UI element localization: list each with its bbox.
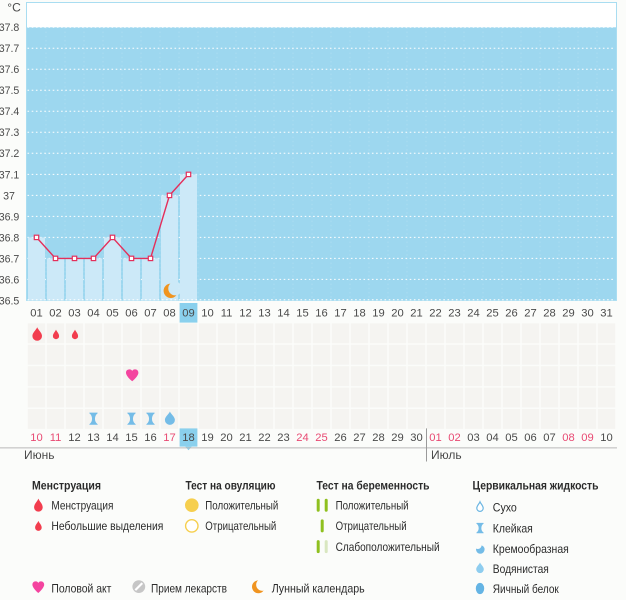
svg-text:17: 17	[334, 308, 346, 320]
svg-text:12: 12	[239, 308, 251, 320]
svg-text:09: 09	[182, 308, 194, 320]
svg-text:25: 25	[315, 432, 327, 444]
svg-text:27: 27	[524, 308, 536, 320]
svg-text:06: 06	[125, 308, 137, 320]
svg-text:13: 13	[258, 308, 270, 320]
svg-text:37.8: 37.8	[0, 22, 19, 34]
svg-text:37.3: 37.3	[0, 127, 19, 139]
svg-text:07: 07	[543, 432, 555, 444]
svg-text:08: 08	[562, 432, 574, 444]
svg-text:18: 18	[182, 432, 194, 444]
svg-text:30: 30	[410, 432, 422, 444]
svg-text:10: 10	[600, 432, 612, 444]
svg-text:Отрицательный: Отрицательный	[205, 519, 276, 533]
svg-text:22: 22	[258, 432, 270, 444]
svg-text:37.1: 37.1	[0, 169, 19, 181]
svg-text:24: 24	[296, 432, 308, 444]
svg-text:Июль: Июль	[431, 448, 462, 462]
svg-text:01: 01	[429, 432, 441, 444]
svg-text:26: 26	[334, 432, 346, 444]
svg-text:29: 29	[562, 308, 574, 320]
svg-text:36.6: 36.6	[0, 274, 19, 286]
svg-text:Яичный белок: Яичный белок	[493, 582, 560, 595]
svg-text:08: 08	[163, 308, 175, 320]
svg-text:24: 24	[467, 308, 479, 320]
svg-text:16: 16	[315, 308, 327, 320]
svg-text:Менструация: Менструация	[51, 499, 113, 513]
svg-text:21: 21	[239, 432, 251, 444]
svg-text:18: 18	[353, 308, 365, 320]
svg-text:29: 29	[391, 432, 403, 444]
svg-text:Тест на овуляцию: Тест на овуляцию	[186, 479, 276, 493]
svg-text:11: 11	[221, 308, 233, 320]
svg-text:11: 11	[50, 432, 62, 444]
svg-text:37.7: 37.7	[0, 43, 19, 55]
svg-text:37.2: 37.2	[0, 148, 19, 160]
svg-text:01: 01	[30, 308, 42, 320]
svg-text:37: 37	[3, 190, 15, 202]
svg-text:03: 03	[68, 308, 80, 320]
svg-text:21: 21	[410, 308, 422, 320]
svg-text:36.5: 36.5	[0, 295, 19, 307]
svg-text:36.9: 36.9	[0, 211, 19, 223]
svg-text:Половой акт: Половой акт	[51, 581, 111, 595]
svg-text:Июнь: Июнь	[24, 448, 55, 462]
svg-text:13: 13	[87, 432, 99, 444]
svg-text:31: 31	[600, 308, 612, 320]
svg-text:10: 10	[201, 308, 213, 320]
svg-text:Клейкая: Клейкая	[493, 521, 533, 535]
svg-text:Сухо: Сухо	[493, 501, 517, 515]
svg-text:Менструация: Менструация	[32, 479, 101, 493]
svg-text:15: 15	[125, 432, 137, 444]
svg-text:Водянистая: Водянистая	[493, 562, 549, 576]
svg-text:12: 12	[68, 432, 80, 444]
svg-text:Положительный: Положительный	[336, 499, 409, 513]
svg-text:14: 14	[106, 432, 118, 444]
svg-text:09: 09	[581, 432, 593, 444]
svg-text:Кремообразная: Кремообразная	[493, 542, 569, 556]
svg-text:19: 19	[372, 308, 384, 320]
svg-text:16: 16	[144, 432, 156, 444]
svg-text:06: 06	[524, 432, 536, 444]
svg-text:04: 04	[486, 432, 498, 444]
svg-text:36.7: 36.7	[0, 253, 19, 265]
svg-text:15: 15	[296, 308, 308, 320]
svg-text:20: 20	[220, 432, 232, 444]
svg-text:°C: °C	[7, 1, 21, 15]
svg-text:Небольшие выделения: Небольшие выделения	[51, 519, 163, 533]
svg-text:37.4: 37.4	[0, 106, 19, 118]
svg-text:23: 23	[448, 308, 460, 320]
svg-text:30: 30	[581, 308, 593, 320]
svg-text:17: 17	[163, 432, 175, 444]
svg-text:37.5: 37.5	[0, 85, 19, 97]
svg-text:07: 07	[144, 308, 156, 320]
svg-text:26: 26	[505, 308, 517, 320]
svg-text:Слабоположительный: Слабоположительный	[336, 540, 440, 554]
svg-text:Отрицательный: Отрицательный	[336, 519, 407, 533]
svg-text:Лунный календарь: Лунный календарь	[272, 581, 365, 595]
svg-text:03: 03	[467, 432, 479, 444]
svg-text:25: 25	[486, 308, 498, 320]
svg-text:04: 04	[87, 308, 99, 320]
svg-text:14: 14	[277, 308, 289, 320]
svg-text:Положительный: Положительный	[205, 499, 278, 513]
svg-text:Прием лекарств: Прием лекарств	[151, 581, 227, 595]
svg-text:19: 19	[201, 432, 213, 444]
svg-text:05: 05	[106, 308, 118, 320]
svg-text:37.6: 37.6	[0, 64, 19, 76]
svg-text:23: 23	[277, 432, 289, 444]
svg-text:36.8: 36.8	[0, 232, 19, 244]
svg-text:22: 22	[429, 308, 441, 320]
svg-text:27: 27	[353, 432, 365, 444]
svg-text:10: 10	[30, 432, 42, 444]
svg-text:Цервикальная жидкость: Цервикальная жидкость	[473, 479, 599, 493]
svg-text:20: 20	[391, 308, 403, 320]
svg-text:02: 02	[49, 308, 61, 320]
svg-text:05: 05	[505, 432, 517, 444]
svg-text:02: 02	[448, 432, 460, 444]
svg-text:28: 28	[372, 432, 384, 444]
svg-text:Тест на беременность: Тест на беременность	[317, 479, 430, 493]
svg-text:28: 28	[543, 308, 555, 320]
